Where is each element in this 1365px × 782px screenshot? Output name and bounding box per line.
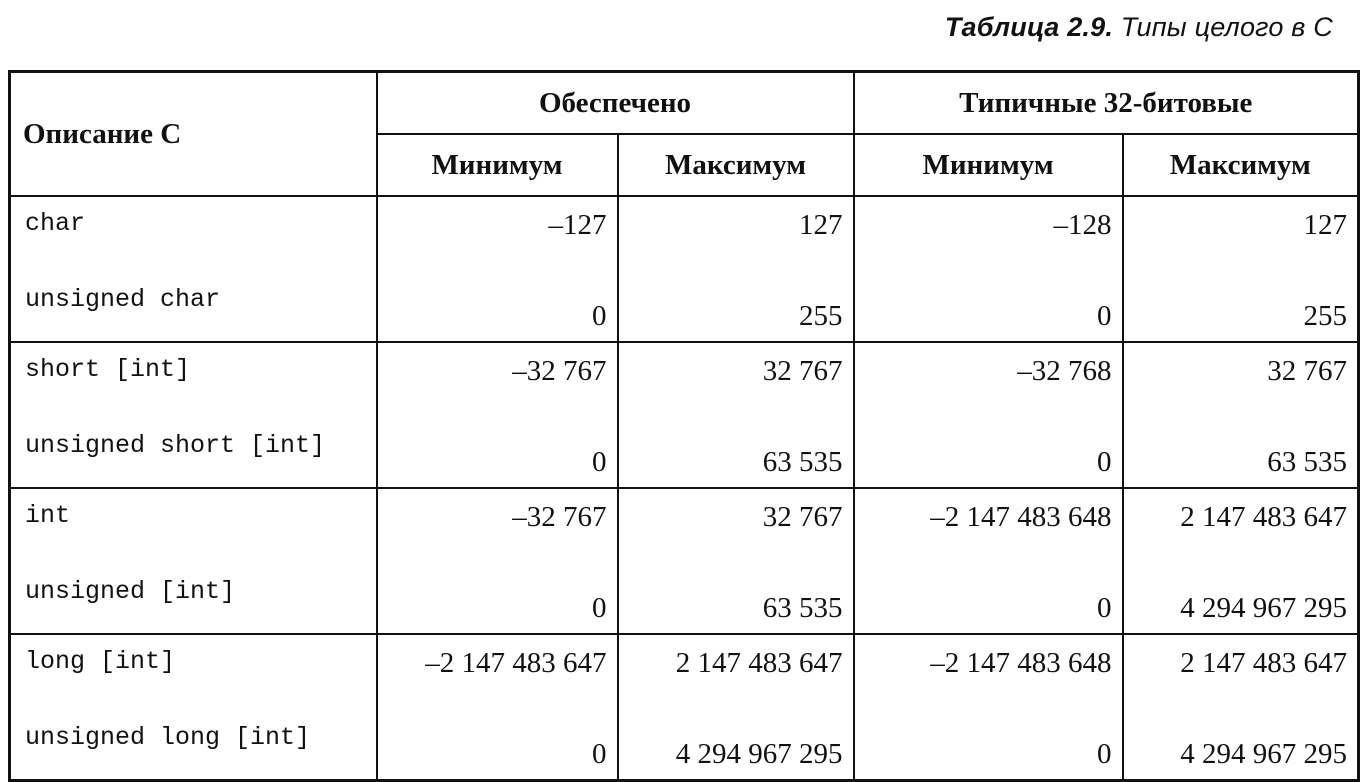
caption-label: Таблица 2.9.	[944, 12, 1114, 42]
guaranteed-min-cell: –127	[375, 195, 619, 269]
table-row: char –127 127 –128 127	[8, 195, 1360, 269]
typical-max-cell: 4 294 967 295	[1121, 561, 1360, 634]
header-typical-max: Максимум	[1121, 133, 1360, 197]
guaranteed-max-cell: 255	[616, 269, 855, 342]
header-guaranteed-max: Максимум	[616, 133, 855, 197]
guaranteed-max-cell: 127	[616, 195, 855, 269]
guaranteed-max-cell: 63 535	[616, 415, 855, 488]
typical-min-cell: 0	[852, 561, 1124, 634]
type-cell: unsigned short [int]	[8, 415, 378, 488]
guaranteed-min-cell: –2 147 483 647	[375, 633, 619, 707]
guaranteed-min-cell: 0	[375, 415, 619, 488]
table-row: short [int] –32 767 32 767 –32 768 32 76…	[8, 341, 1360, 415]
typical-max-cell: 127	[1121, 195, 1360, 269]
table-caption: Таблица 2.9. Типы целого в C	[945, 12, 1333, 43]
guaranteed-min-cell: –32 767	[375, 341, 619, 415]
caption-text: Типы целого в C	[1120, 12, 1333, 42]
typical-min-cell: –2 147 483 648	[852, 487, 1124, 561]
table-row: unsigned short [int] 0 63 535 0 63 535	[8, 415, 1360, 488]
guaranteed-min-cell: 0	[375, 707, 619, 781]
typical-max-cell: 63 535	[1121, 415, 1360, 488]
type-cell: short [int]	[8, 341, 378, 415]
type-cell: char	[8, 195, 378, 269]
guaranteed-min-cell: –32 767	[375, 487, 619, 561]
header-typical-min: Минимум	[852, 133, 1124, 197]
table-row: int –32 767 32 767 –2 147 483 648 2 147 …	[8, 487, 1360, 561]
type-cell: unsigned [int]	[8, 561, 378, 634]
typical-min-cell: 0	[852, 707, 1124, 781]
typical-max-cell: 2 147 483 647	[1121, 487, 1360, 561]
typical-min-cell: –2 147 483 648	[852, 633, 1124, 707]
guaranteed-max-cell: 4 294 967 295	[616, 707, 855, 781]
typical-max-cell: 255	[1121, 269, 1360, 342]
header-guaranteed-min: Минимум	[375, 133, 619, 197]
header-group-typical: Типичные 32-битовые	[852, 70, 1360, 135]
guaranteed-max-cell: 32 767	[616, 341, 855, 415]
header-group-guaranteed: Обеспечено	[375, 70, 855, 135]
guaranteed-max-cell: 63 535	[616, 561, 855, 634]
table-row: long [int] –2 147 483 647 2 147 483 647 …	[8, 633, 1360, 707]
table-row: unsigned [int] 0 63 535 0 4 294 967 295	[8, 561, 1360, 634]
type-cell: long [int]	[8, 633, 378, 707]
integer-types-table: Описание C Обеспечено Типичные 32-битовы…	[8, 70, 1361, 782]
guaranteed-min-cell: 0	[375, 269, 619, 342]
typical-min-cell: 0	[852, 415, 1124, 488]
typical-max-cell: 32 767	[1121, 341, 1360, 415]
typical-min-cell: 0	[852, 269, 1124, 342]
type-cell: int	[8, 487, 378, 561]
guaranteed-max-cell: 32 767	[616, 487, 855, 561]
guaranteed-min-cell: 0	[375, 561, 619, 634]
type-cell: unsigned char	[8, 269, 378, 342]
typical-min-cell: –128	[852, 195, 1124, 269]
table-row: unsigned long [int] 0 4 294 967 295 0 4 …	[8, 707, 1360, 781]
typical-min-cell: –32 768	[852, 341, 1124, 415]
typical-max-cell: 2 147 483 647	[1121, 633, 1360, 707]
guaranteed-max-cell: 2 147 483 647	[616, 633, 855, 707]
type-cell: unsigned long [int]	[8, 707, 378, 781]
header-description: Описание C	[8, 70, 378, 197]
table-row: unsigned char 0 255 0 255	[8, 269, 1360, 342]
typical-max-cell: 4 294 967 295	[1121, 707, 1360, 781]
